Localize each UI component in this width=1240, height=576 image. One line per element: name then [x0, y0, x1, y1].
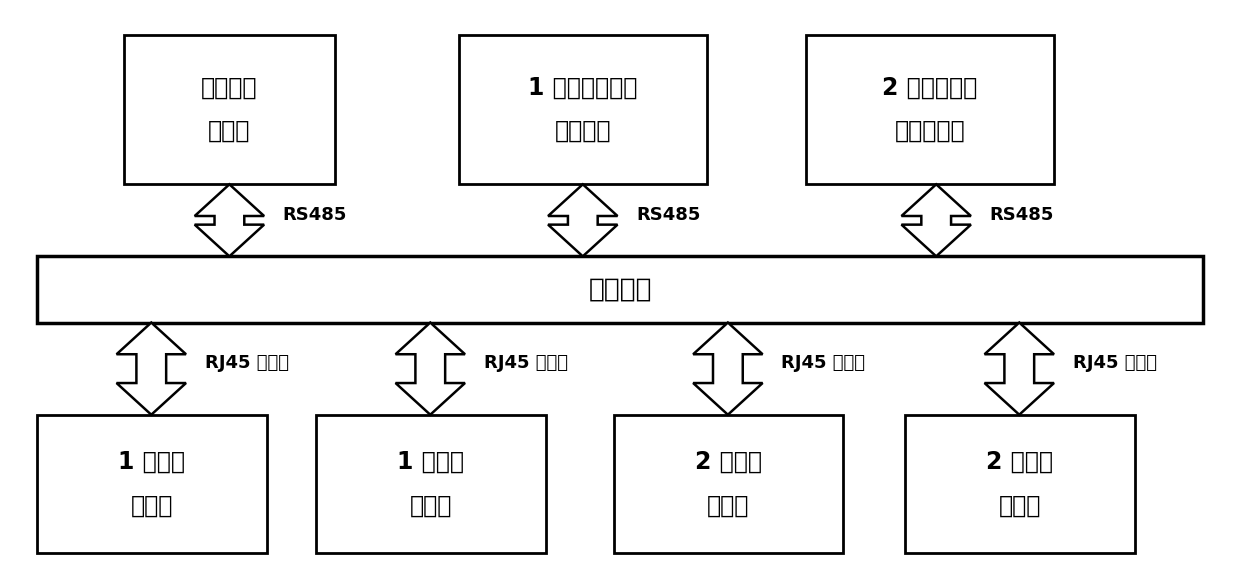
Bar — [316, 415, 546, 553]
Text: RJ45 千兆网: RJ45 千兆网 — [484, 354, 568, 372]
Polygon shape — [117, 323, 186, 415]
Text: RS485: RS485 — [283, 206, 347, 223]
Bar — [459, 35, 707, 184]
Text: RJ45 千兆网: RJ45 千兆网 — [781, 354, 866, 372]
Text: RJ45 千兆网: RJ45 千兆网 — [1073, 354, 1157, 372]
Text: 与定位: 与定位 — [208, 119, 250, 143]
Polygon shape — [901, 184, 971, 256]
Bar — [37, 256, 1203, 323]
Text: 1 端远距: 1 端远距 — [118, 450, 186, 474]
Text: 语音处理: 语音处理 — [554, 119, 611, 143]
Text: 控制主机: 控制主机 — [588, 276, 652, 302]
Polygon shape — [693, 323, 763, 415]
Text: 2 端人机终端: 2 端人机终端 — [883, 76, 977, 100]
Text: 与语音处理: 与语音处理 — [895, 119, 965, 143]
Bar — [37, 415, 267, 553]
Text: 摄像机: 摄像机 — [707, 494, 750, 517]
Polygon shape — [195, 184, 264, 256]
Bar — [124, 35, 335, 184]
Text: RS485: RS485 — [636, 206, 701, 223]
Polygon shape — [396, 323, 465, 415]
Text: RJ45 千兆网: RJ45 千兆网 — [205, 354, 289, 372]
Text: 摄像机: 摄像机 — [130, 494, 174, 517]
Text: 2 端近距: 2 端近距 — [986, 450, 1054, 474]
Text: 1 端人机终端与: 1 端人机终端与 — [528, 76, 637, 100]
Text: 1 端近距: 1 端近距 — [397, 450, 465, 474]
Bar — [614, 415, 843, 553]
Polygon shape — [548, 184, 618, 256]
Text: 无线传输: 无线传输 — [201, 76, 258, 100]
Polygon shape — [985, 323, 1054, 415]
Text: 摄像机: 摄像机 — [998, 494, 1042, 517]
Text: 2 端远距: 2 端远距 — [694, 450, 763, 474]
Bar — [806, 35, 1054, 184]
Text: RS485: RS485 — [990, 206, 1054, 223]
Bar — [905, 415, 1135, 553]
Text: 摄像机: 摄像机 — [409, 494, 453, 517]
